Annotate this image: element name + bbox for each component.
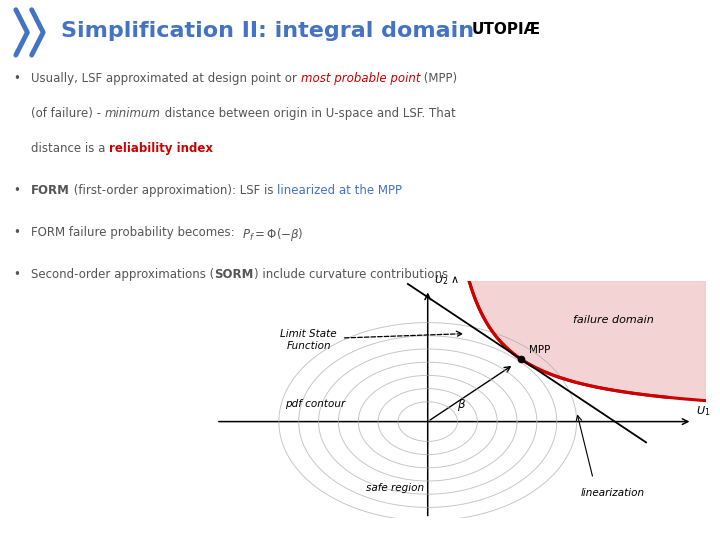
Text: MPP: MPP: [529, 345, 551, 355]
Text: •: •: [14, 226, 20, 239]
Text: UTOPIÆ: UTOPIÆ: [472, 22, 541, 37]
Text: $U_2$ $\wedge$: $U_2$ $\wedge$: [434, 274, 460, 287]
Text: $P_f = \Phi(-\beta)$: $P_f = \Phi(-\beta)$: [243, 226, 304, 244]
Text: pdf contour: pdf contour: [285, 399, 346, 409]
Text: •: •: [14, 72, 20, 85]
Text: (first-order approximation): LSF is: (first-order approximation): LSF is: [70, 184, 277, 197]
Text: (MPP): (MPP): [420, 72, 457, 85]
Text: FORM: FORM: [31, 184, 70, 197]
Text: •: •: [14, 268, 20, 281]
Text: FORM failure probability becomes:: FORM failure probability becomes:: [31, 226, 243, 239]
Text: Second-order approximations (: Second-order approximations (: [31, 268, 215, 281]
Polygon shape: [469, 281, 706, 401]
Text: Usually, LSF approximated at design point or: Usually, LSF approximated at design poin…: [31, 72, 301, 85]
Text: most probable point: most probable point: [301, 72, 420, 85]
Text: SORM: SORM: [215, 268, 254, 281]
Text: •: •: [14, 184, 20, 197]
Text: distance between origin in U-space and LSF. That: distance between origin in U-space and L…: [161, 107, 456, 120]
Text: Limit State
Function: Limit State Function: [280, 329, 337, 351]
Text: distance is a: distance is a: [31, 142, 109, 155]
Text: linearization: linearization: [581, 488, 645, 497]
Text: $\beta$: $\beta$: [457, 396, 467, 413]
Text: minimum: minimum: [105, 107, 161, 120]
Text: safe region: safe region: [366, 483, 423, 492]
Text: ) include curvature contributions: ) include curvature contributions: [254, 268, 448, 281]
Text: linearized at the MPP: linearized at the MPP: [277, 184, 402, 197]
Text: reliability index: reliability index: [109, 142, 213, 155]
Text: $U_1$: $U_1$: [696, 404, 710, 418]
Text: Simplification II: integral domain: Simplification II: integral domain: [61, 21, 474, 41]
Text: (of failure) -: (of failure) -: [31, 107, 105, 120]
Text: failure domain: failure domain: [572, 315, 653, 326]
Text: esteco.com: esteco.com: [545, 518, 621, 532]
